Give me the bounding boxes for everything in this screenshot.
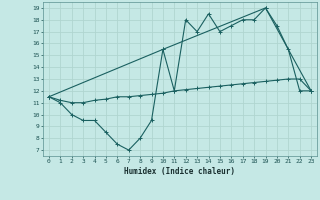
X-axis label: Humidex (Indice chaleur): Humidex (Indice chaleur): [124, 167, 236, 176]
